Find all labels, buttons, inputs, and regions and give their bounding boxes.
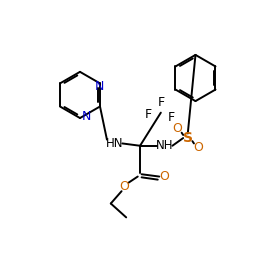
Text: F: F: [145, 108, 152, 121]
Text: N: N: [95, 80, 104, 93]
Text: S: S: [183, 131, 193, 145]
Text: O: O: [172, 122, 182, 135]
Text: HN: HN: [106, 137, 123, 150]
Text: F: F: [158, 96, 165, 109]
Text: O: O: [194, 141, 204, 154]
Text: O: O: [120, 180, 130, 193]
Text: NH: NH: [156, 139, 173, 152]
Text: O: O: [159, 170, 169, 183]
Text: F: F: [168, 111, 175, 124]
Text: N: N: [82, 110, 91, 123]
